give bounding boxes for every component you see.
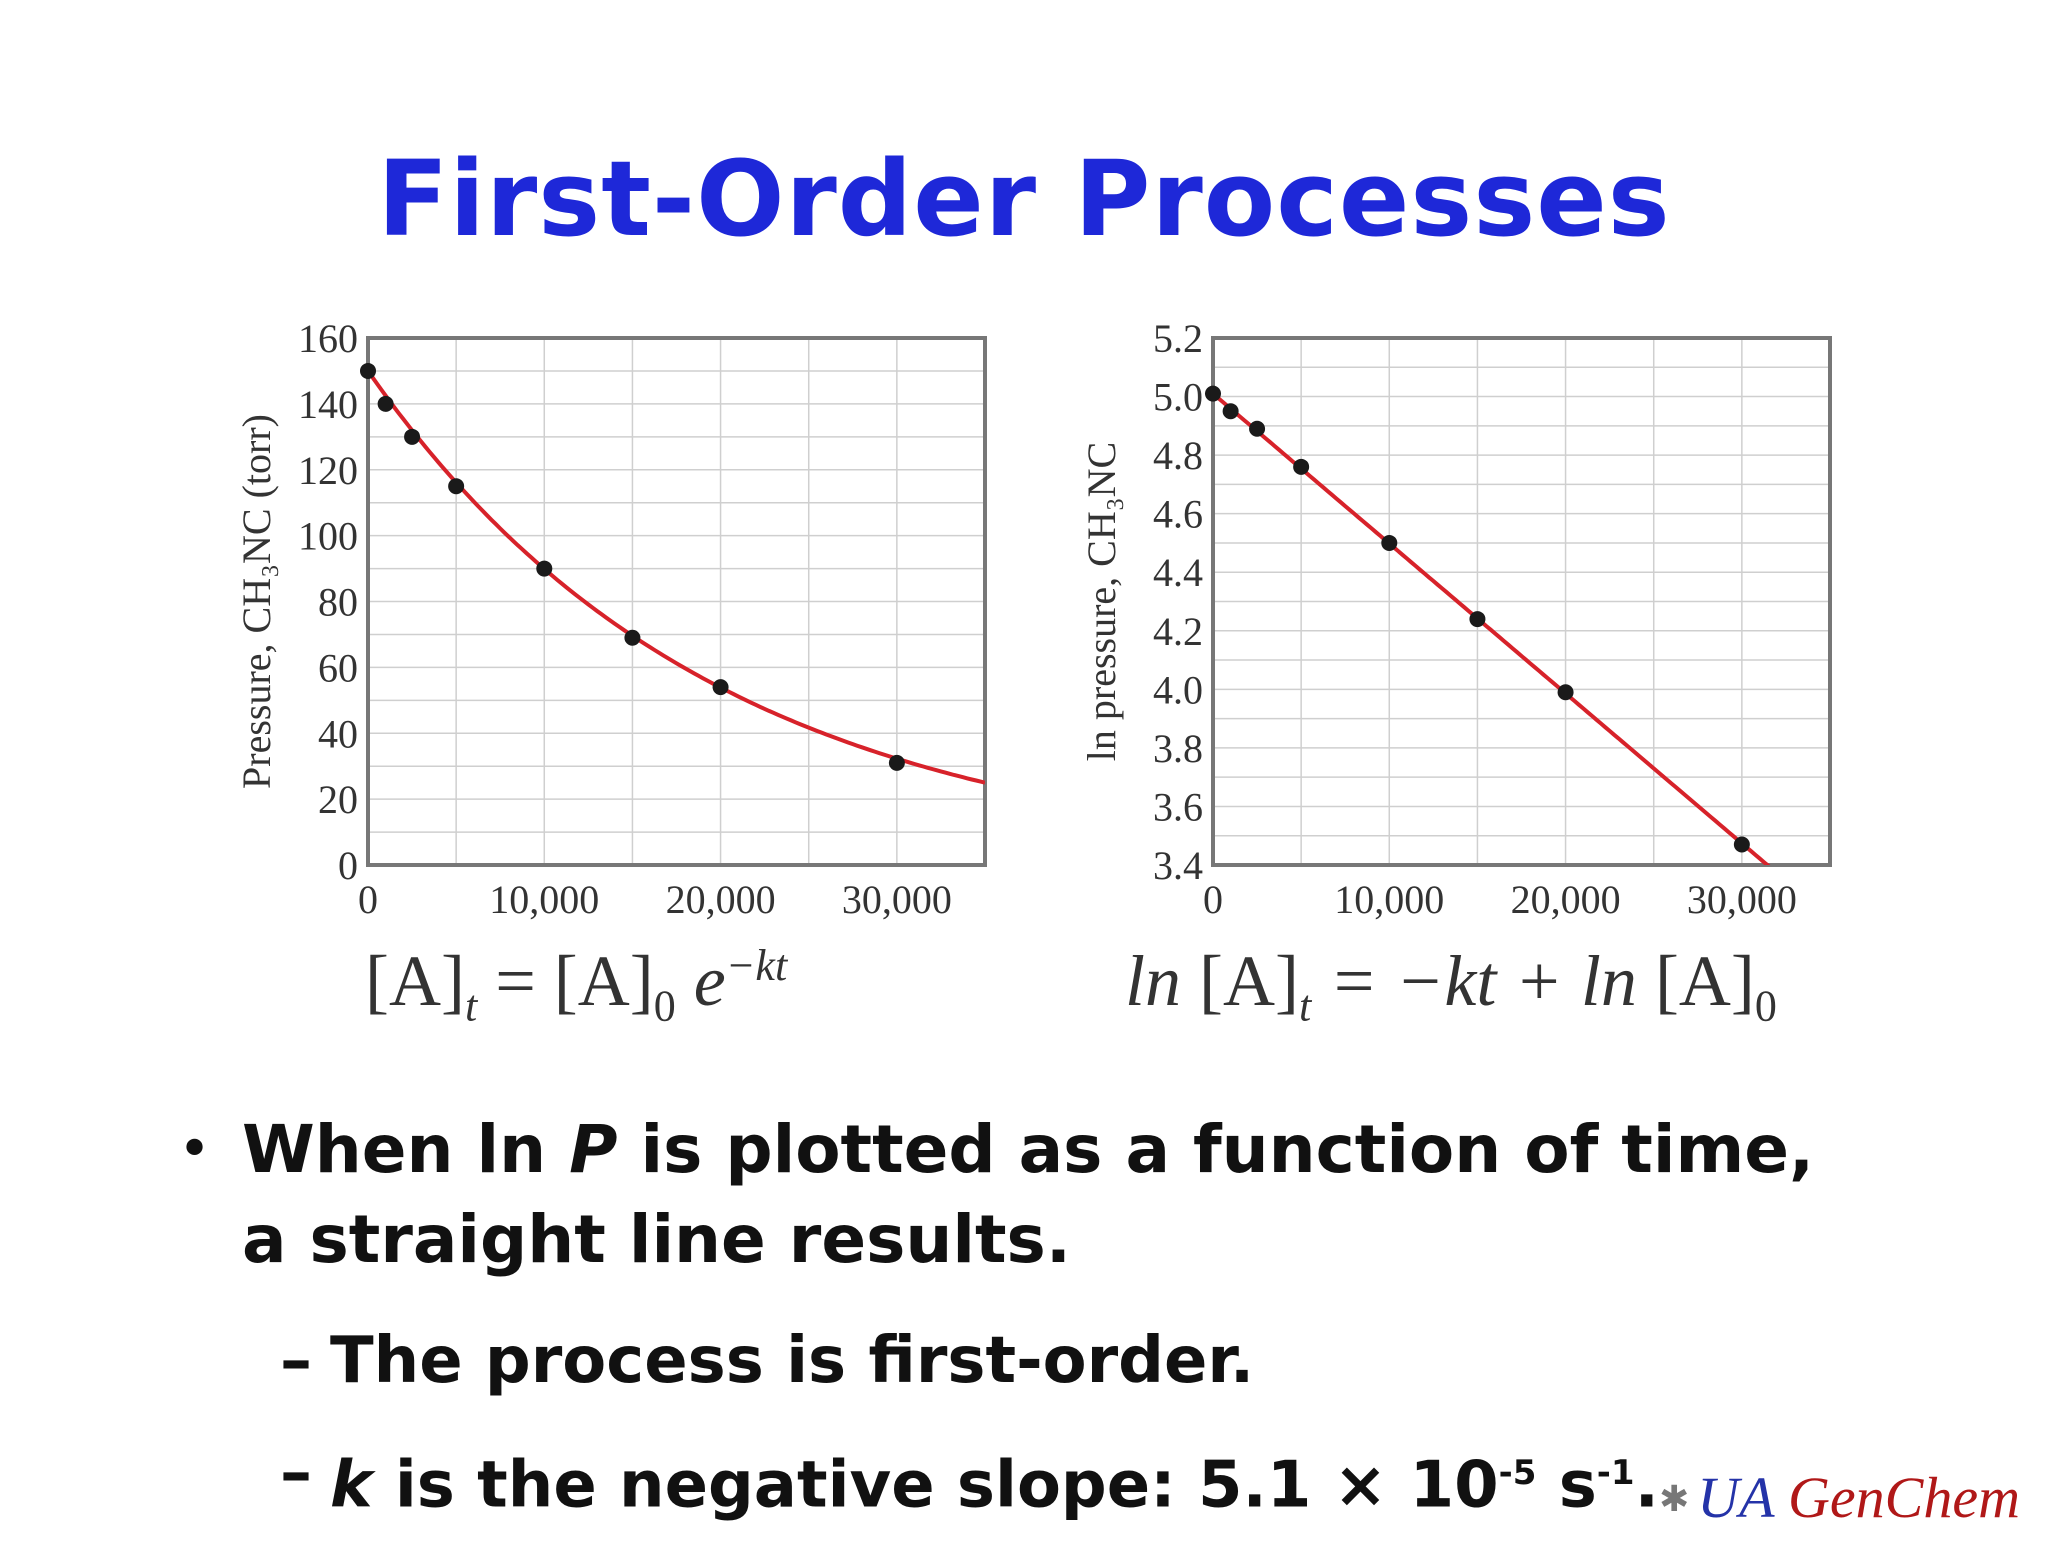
chart-0-y-tick-label: 120 bbox=[298, 448, 358, 493]
chart-0-plot-frame bbox=[366, 336, 987, 867]
logo-genchem: GenChem bbox=[1788, 1465, 2020, 1530]
bullet-sub-2-unit-exp: -1 bbox=[1596, 1453, 1635, 1493]
eq-left-exponent: −kt bbox=[725, 941, 788, 990]
eq-left-rhs: [A] bbox=[553, 941, 654, 1021]
chart-1-fit-curve bbox=[1213, 392, 1771, 865]
chart-1-data-point bbox=[1222, 403, 1239, 420]
chart-1-y-tick-label: 5.0 bbox=[1153, 375, 1203, 420]
bullet-sub-1-text: The process is first-order. bbox=[330, 1324, 1255, 1398]
chart-0-x-tick-label: 30,000 bbox=[842, 877, 952, 922]
chart-0-x-tick-label: 10,000 bbox=[489, 877, 599, 922]
chart-0-x-tick-label: 0 bbox=[358, 877, 378, 922]
eq-right-ln2: ln bbox=[1580, 941, 1655, 1021]
chart-0-data-point bbox=[360, 362, 376, 379]
chart-1-x-tick-label: 20,000 bbox=[1511, 877, 1621, 922]
chart-0-data-point bbox=[888, 754, 905, 771]
sub-bullet-dash: – bbox=[280, 1436, 312, 1510]
chart-1-y-tick-label: 4.6 bbox=[1153, 492, 1203, 537]
bullet-sub-1: – The process is first-order. bbox=[178, 1305, 1878, 1417]
integrated-rate-law-linear: ln [A]t = −kt + ln [A]0 bbox=[1125, 940, 1777, 1031]
chart-0-y-tick-label: 40 bbox=[318, 711, 358, 756]
ln-pressure-vs-time-chart: 3.4 3.6 3.8 4.0 4.2 4.4 4.6 4.8 5.0 5.2 0 10,000 20,… bbox=[1079, 320, 1832, 922]
eq-left-lhs: [A] bbox=[365, 941, 465, 1021]
sub-bullet-dash: – bbox=[280, 1324, 312, 1398]
chart-1-data-point bbox=[1293, 458, 1310, 475]
chart-1-x-tick-label: 10,000 bbox=[1334, 877, 1444, 922]
integrated-rate-law-exponential: [A]t = [A]0 e−kt bbox=[365, 940, 787, 1031]
chart-0-y-tick-label: 0 bbox=[338, 843, 358, 888]
bullet-sub-2-unit: s bbox=[1536, 1448, 1597, 1523]
chart-1-data-point bbox=[1469, 611, 1486, 628]
ua-genchem-logo: ✱ UA GenChem bbox=[1659, 1464, 2020, 1531]
chart-0-y-tick-label: 60 bbox=[318, 645, 358, 690]
eq-left-e: e bbox=[675, 941, 726, 1021]
chart-1-y-tick-label: 3.8 bbox=[1153, 726, 1203, 771]
chart-1-data-point bbox=[1557, 684, 1574, 701]
bullet-dot: • bbox=[178, 1117, 212, 1182]
chart-0-fit-curve bbox=[368, 369, 985, 785]
chart-0-data-point bbox=[377, 395, 394, 412]
eq-right-sub1: t bbox=[1298, 981, 1312, 1031]
chart-0-y-axis-label: Pressure, CH₃NC (torr) bbox=[234, 414, 279, 789]
chart-0-data-point bbox=[624, 629, 641, 646]
chart-0-y-tick-label: 80 bbox=[318, 580, 358, 625]
bullet-sub-2-end: . bbox=[1634, 1448, 1659, 1523]
chart-1-y-tick-label: 5.2 bbox=[1153, 320, 1203, 361]
chart-1-data-point bbox=[1249, 420, 1266, 437]
bullet-main-var: P bbox=[569, 1111, 618, 1188]
eq-left-rhs-sub: 0 bbox=[653, 981, 676, 1031]
bullet-main-post: is plotted as a function of time, a stra… bbox=[242, 1111, 1815, 1278]
eq-right-mid: = −kt + bbox=[1311, 941, 1581, 1021]
pressure-vs-time-chart: 0 20 40 60 80 100 120 140 160 0 10,000 20,000 30,000… bbox=[234, 320, 987, 922]
chart-1-y-axis-label: ln pressure, CH₃NC bbox=[1079, 442, 1124, 761]
chart-1-x-tick-label: 0 bbox=[1203, 877, 1223, 922]
bullet-main-pre: When ln bbox=[242, 1111, 570, 1188]
chart-1-y-tick-label: 4.0 bbox=[1153, 667, 1203, 712]
eq-right-a1: [A] bbox=[1199, 941, 1299, 1021]
bullet-list: • When ln P is plotted as a function of … bbox=[178, 1105, 1878, 1541]
eq-right-a2: [A] bbox=[1654, 941, 1755, 1021]
chart-0-data-point bbox=[404, 428, 421, 445]
chart-1-y-tick-label: 4.4 bbox=[1153, 550, 1203, 595]
bullet-sub-2-exp: -5 bbox=[1498, 1453, 1537, 1493]
eq-left-equals: = bbox=[477, 941, 554, 1021]
bullet-main: • When ln P is plotted as a function of … bbox=[178, 1105, 1878, 1285]
logo-ua: UA bbox=[1697, 1465, 1774, 1530]
chart-1-y-tick-label: 4.8 bbox=[1153, 433, 1203, 478]
chart-0-data-point bbox=[448, 478, 465, 495]
bullet-sub-2: – k is the negative slope: 5.1 × 10-5 s-… bbox=[178, 1417, 1878, 1541]
chart-0-y-tick-label: 140 bbox=[298, 382, 358, 427]
chart-1-x-tick-label: 30,000 bbox=[1687, 877, 1797, 922]
eq-right-ln1: ln bbox=[1125, 941, 1200, 1021]
chart-1-data-point bbox=[1205, 385, 1221, 402]
chart-1-y-tick-label: 4.2 bbox=[1153, 609, 1203, 654]
eq-right-sub2: 0 bbox=[1754, 981, 1777, 1031]
chart-0-data-point bbox=[536, 560, 553, 577]
chart-0-x-tick-label: 20,000 bbox=[666, 877, 776, 922]
bullet-sub-2-text: is the negative slope: 5.1 × 10 bbox=[372, 1448, 1499, 1523]
chart-1-y-tick-label: 3.4 bbox=[1153, 843, 1203, 888]
chart-0-y-tick-label: 100 bbox=[298, 514, 358, 559]
eq-left-lhs-sub: t bbox=[464, 981, 478, 1031]
chart-1-data-point bbox=[1381, 534, 1398, 551]
molecule-icon: ✱ bbox=[1659, 1479, 1690, 1519]
chart-0-data-point bbox=[712, 679, 729, 696]
chart-0-y-tick-label: 160 bbox=[298, 320, 358, 361]
bullet-sub-2-var: k bbox=[330, 1448, 373, 1523]
chart-0-y-tick-label: 20 bbox=[318, 777, 358, 822]
slide-title: First-Order Processes bbox=[377, 138, 1671, 260]
chart-1-y-tick-label: 3.6 bbox=[1153, 784, 1203, 829]
chart-1-data-point bbox=[1733, 836, 1750, 853]
chart-1-plot-frame bbox=[1211, 336, 1832, 867]
